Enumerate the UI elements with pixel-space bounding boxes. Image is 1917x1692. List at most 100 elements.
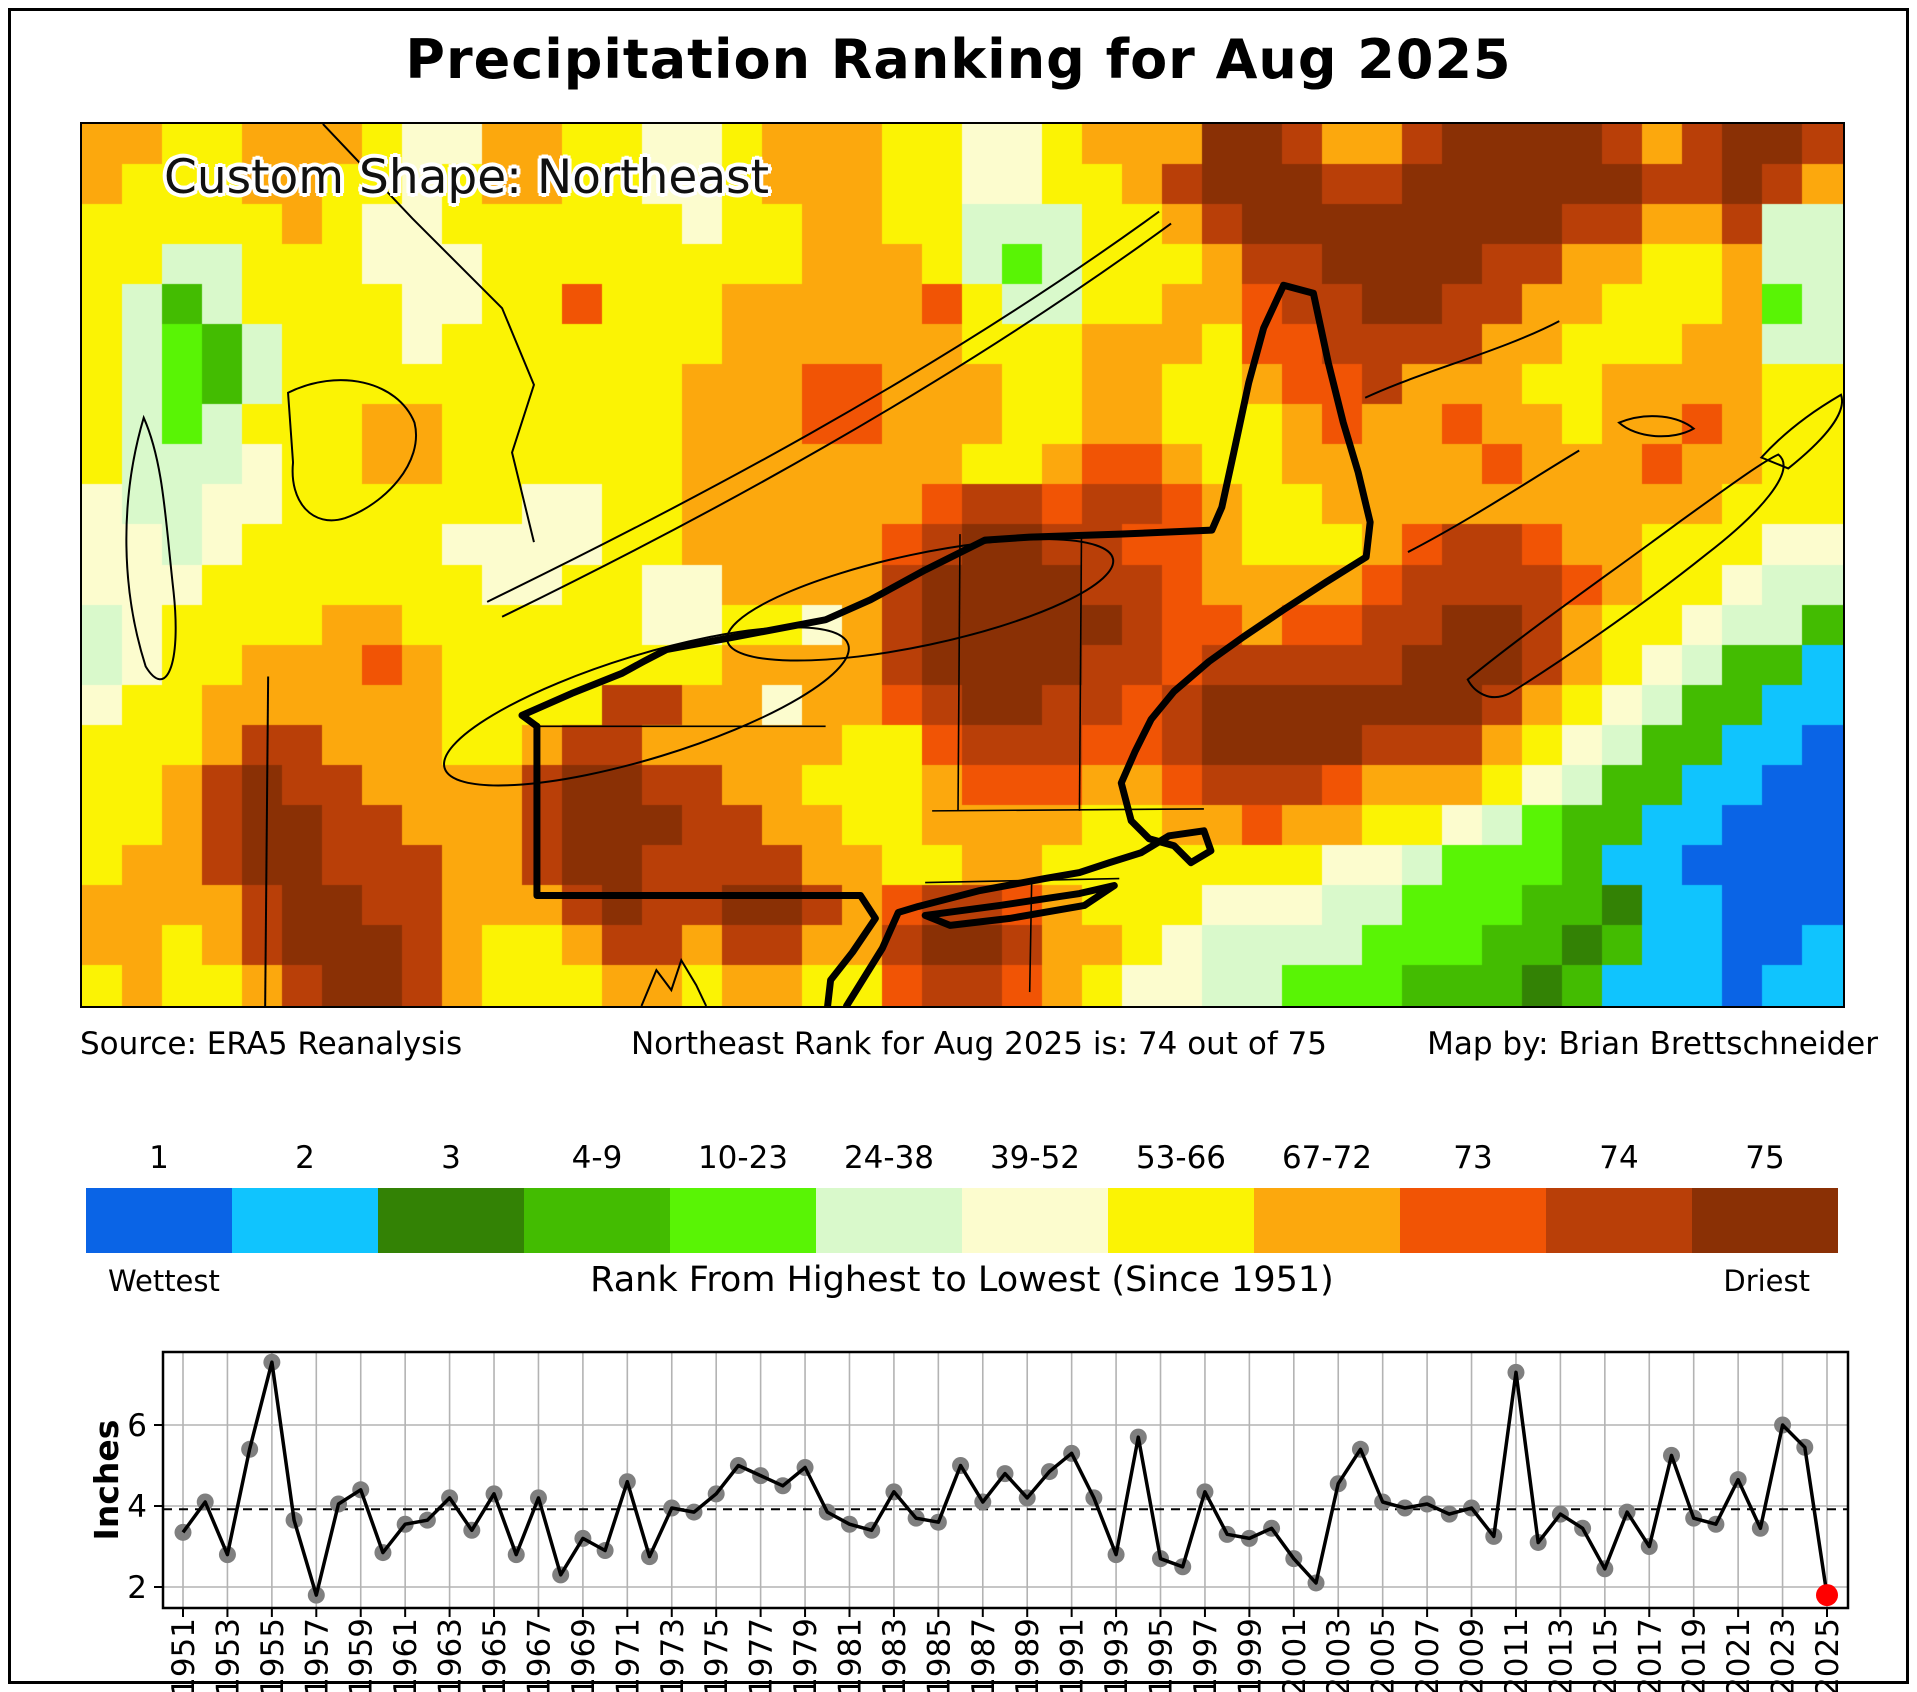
lake-erie-outline: [443, 626, 850, 787]
legend-category-labels: 1 2 3 4-9 10-23 24-38 39-52 53-66 67-72 73 74 75: [86, 1140, 1838, 1180]
x-tick-label: 1981: [832, 1618, 868, 1692]
st-lawrence-river-line-2: [501, 222, 1172, 618]
map-raster-canvas: [82, 124, 1843, 1006]
legend-swatch: [1254, 1188, 1400, 1253]
x-tick-label: 1969: [566, 1618, 602, 1692]
legend-swatch: [1400, 1188, 1546, 1253]
northeast-region-outline: [518, 281, 1374, 1006]
x-tick-label: 1987: [966, 1618, 1002, 1692]
legend-swatch: [1546, 1188, 1692, 1253]
coastline-lines: [125, 124, 1843, 1006]
data-point-markers: [174, 1353, 1814, 1604]
x-tick-label: 1963: [433, 1618, 469, 1692]
legend-swatch: [962, 1188, 1108, 1253]
legend-category-label: 2: [295, 1140, 315, 1176]
x-tick-label: 1973: [655, 1618, 691, 1692]
y-tick-label: 4: [127, 1489, 147, 1525]
chart-gridlines: [163, 1352, 1848, 1608]
new-brunswick-coast-line: [1364, 320, 1560, 399]
y-tick-label: 2: [127, 1570, 147, 1606]
chart-plot-border: [161, 1350, 1850, 1610]
legend-title: Rank From Highest to Lowest (Since 1951): [590, 1260, 1334, 1300]
y-axis-label: Inches: [87, 1420, 126, 1541]
legend-category-label: 53-66: [1135, 1140, 1227, 1176]
x-tick-label: 1985: [921, 1618, 957, 1692]
st-lawrence-river-line-1: [486, 210, 1160, 603]
legend-wettest-label: Wettest: [108, 1264, 220, 1298]
figure-title: Precipitation Ranking for Aug 2025: [405, 28, 1512, 91]
pa-nj-outline: [533, 722, 879, 1006]
legend-category-label: 3: [441, 1140, 461, 1176]
credit-caption: Map by: Brian Brettschneider: [1427, 1026, 1878, 1062]
x-tick-label: 2001: [1277, 1618, 1313, 1692]
x-axis-tick-labels: 1951 1953 1955 1957 1959 1961 1963 1965 1967 1969…: [166, 1608, 1846, 1692]
map-boundaries-overlay: [125, 124, 1843, 1006]
legend-swatch: [378, 1188, 524, 1253]
legend-category-label: 4-9: [571, 1140, 623, 1176]
x-tick-label: 2025: [1810, 1618, 1846, 1692]
rank-caption: Northeast Rank for Aug 2025 is: 74 out o…: [630, 1026, 1328, 1062]
x-tick-label: 2011: [1499, 1618, 1535, 1692]
x-tick-label: 2007: [1410, 1618, 1446, 1692]
x-tick-label: 2009: [1455, 1618, 1491, 1692]
ma-north-border: [932, 808, 1204, 812]
lake-huron-outline: [287, 379, 417, 522]
legend-footer: Wettest Rank From Highest to Lowest (Sin…: [86, 1258, 1838, 1302]
bay-of-fundy-line: [1407, 449, 1580, 553]
x-tick-label: 1999: [1232, 1618, 1268, 1692]
source-caption: Source: ERA5 Reanalysis: [80, 1026, 463, 1062]
legend-driest-label: Driest: [1723, 1264, 1810, 1298]
x-tick-label: 2013: [1543, 1618, 1579, 1692]
long-island-outline: [921, 882, 1118, 929]
x-tick-label: 1991: [1055, 1618, 1091, 1692]
legend-category-label: 1: [149, 1140, 169, 1176]
legend-category-label: 39-52: [989, 1140, 1081, 1176]
lake-michigan-outline: [125, 414, 177, 681]
new-england-outline: [518, 281, 1374, 1006]
x-tick-label: 1977: [744, 1618, 780, 1692]
x-tick-label: 1955: [255, 1618, 291, 1692]
x-tick-label: 1965: [477, 1618, 513, 1692]
x-tick-label: 1979: [788, 1618, 824, 1692]
precipitation-rank-map: Custom Shape: Northeast: [80, 122, 1845, 1008]
x-tick-label: 1997: [1188, 1618, 1224, 1692]
precipitation-line: [181, 1360, 1829, 1597]
x-tick-label: 1967: [521, 1618, 557, 1692]
x-tick-label: 2017: [1632, 1618, 1668, 1692]
x-tick-label: 1953: [210, 1618, 246, 1692]
legend-category-label: 75: [1745, 1140, 1785, 1176]
x-tick-label: 2021: [1721, 1618, 1757, 1692]
lake-ontario-outline: [726, 538, 1115, 662]
x-tick-label: 2023: [1766, 1618, 1802, 1692]
x-tick-label: 1959: [344, 1618, 380, 1692]
x-tick-label: 1975: [699, 1618, 735, 1692]
chesapeake-line: [640, 957, 708, 1006]
cape-breton-outline: [1759, 393, 1843, 470]
x-tick-label: 1961: [388, 1618, 424, 1692]
y-tick-label: 6: [127, 1408, 147, 1444]
x-tick-label: 1989: [1010, 1618, 1046, 1692]
x-tick-label: 1983: [877, 1618, 913, 1692]
legend-category-label: 24-38: [843, 1140, 935, 1176]
legend-category-label: 74: [1599, 1140, 1639, 1176]
legend-swatch: [524, 1188, 670, 1253]
vt-nh-border: [1078, 537, 1083, 811]
nova-scotia-outline: [1466, 453, 1785, 699]
y-axis-tick-labels: 2 4 6: [127, 1408, 163, 1606]
legend-category-label: 10-23: [697, 1140, 789, 1176]
legend-color-swatches: [86, 1188, 1838, 1253]
x-tick-label: 1971: [610, 1618, 646, 1692]
legend-swatch: [1692, 1188, 1838, 1253]
map-captions: Source: ERA5 Reanalysis Northeast Rank f…: [80, 1026, 1878, 1066]
pei-outline: [1617, 415, 1696, 438]
legend-swatch: [1108, 1188, 1254, 1253]
x-tick-label: 2019: [1677, 1618, 1713, 1692]
state-line-midwest: [264, 676, 270, 1006]
x-tick-label: 1993: [1099, 1618, 1135, 1692]
x-tick-label: 1995: [1144, 1618, 1180, 1692]
x-tick-label: 2003: [1321, 1618, 1357, 1692]
map-shape-label: Custom Shape: Northeast: [164, 150, 770, 205]
current-year-highlight-point: [1816, 1584, 1838, 1607]
x-tick-label: 1951: [166, 1618, 202, 1692]
